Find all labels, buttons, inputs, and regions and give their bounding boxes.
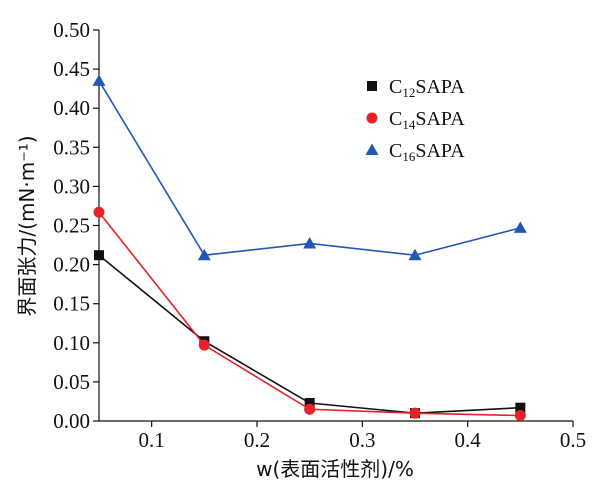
series-triangle [92,74,527,261]
y-tick-label: 0.20 [53,253,90,277]
series-layer [92,74,527,422]
legend-item: C16SAPA [365,140,465,164]
legend: C12SAPA C14SAPA C16SAPA [365,76,465,164]
y-axis-title: 界面张力/(mN·m⁻¹) [15,135,39,316]
legend-marker [366,112,378,124]
y-tick-label: 0.05 [53,370,90,394]
data-point [93,206,105,218]
y-tick-label: 0.25 [53,214,90,238]
data-point [513,221,527,233]
data-point [92,74,106,86]
legend-label: C12SAPA [389,76,465,100]
plot-area: 0.00 0.05 0.10 0.15 0.20 0.25 0.30 0.35 0.40 0.45… [53,18,586,452]
y-tick-label: 0.45 [53,57,90,81]
x-tick-label: 0.5 [560,428,586,452]
data-point [514,410,526,422]
x-tick-label: 0.1 [139,428,165,452]
x-axis-title: w(表面活性剂)/% [256,457,414,481]
series-line [98,80,521,257]
data-point [94,250,104,261]
data-point [409,407,421,419]
data-point [304,403,316,415]
legend-marker [365,143,379,155]
x-tick-label: 0.3 [349,428,375,452]
y-tick-label: 0.10 [53,331,90,355]
x-tick-label: 0.2 [244,428,270,452]
y-tick-label: 0.15 [53,292,90,316]
legend-label: C16SAPA [389,140,465,164]
data-point [198,339,210,351]
data-point [304,398,315,409]
legend-label: C14SAPA [389,108,465,132]
legend-item: C12SAPA [367,76,465,100]
y-tick-label: 0.00 [53,409,90,433]
data-point [197,248,211,261]
data-point [515,402,526,413]
legend-item: C14SAPA [366,108,465,132]
series-square [94,250,526,419]
series-circle [93,206,526,422]
y-tick-label: 0.50 [53,18,90,42]
data-point [303,236,317,249]
series-line [98,254,521,414]
y-tick-label: 0.40 [53,96,90,120]
legend-marker [367,81,377,91]
y-tick-label: 0.35 [53,135,90,159]
y-tick-label: 0.30 [53,174,90,198]
data-point [408,248,422,261]
x-tick-label: 0.4 [455,428,482,452]
